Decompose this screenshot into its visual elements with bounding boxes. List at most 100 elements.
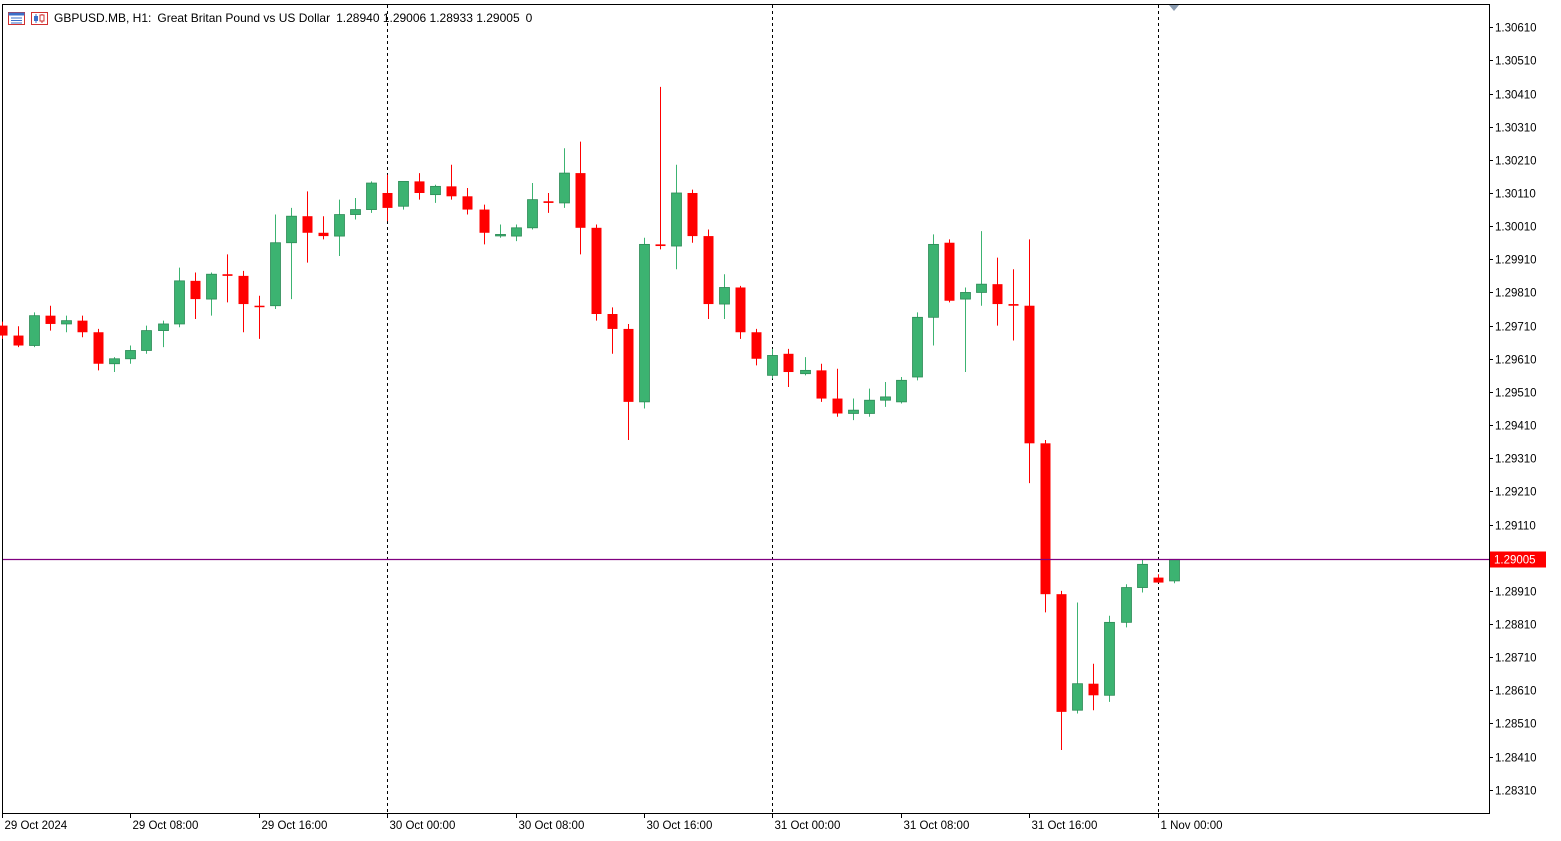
candle-body xyxy=(687,192,698,237)
candle-body xyxy=(350,209,361,215)
bear-candle xyxy=(238,270,249,333)
candle-body xyxy=(0,325,8,336)
bull-candle xyxy=(864,388,875,417)
bear-candle xyxy=(93,328,104,371)
bear-candle xyxy=(1024,239,1035,484)
candle-body xyxy=(543,201,554,203)
x-tick-label: 30 Oct 16:00 xyxy=(647,820,713,832)
y-tick-label: 1.30210 xyxy=(1495,156,1537,168)
candle-body xyxy=(158,323,169,331)
bear-candle xyxy=(543,192,554,213)
symbol-description: Great Britan Pound vs US Dollar xyxy=(157,11,331,25)
candle-body xyxy=(318,232,329,237)
x-tick-label: 31 Oct 00:00 xyxy=(775,820,841,832)
candle-body xyxy=(479,209,490,233)
y-tick-label: 1.28910 xyxy=(1495,587,1537,599)
bear-candle xyxy=(1153,574,1164,583)
bear-candle xyxy=(13,326,24,348)
y-tick-label: 1.29710 xyxy=(1495,322,1537,334)
y-tick-label: 1.29410 xyxy=(1495,421,1537,433)
bear-candle xyxy=(607,307,618,354)
candle-body xyxy=(1169,558,1180,582)
y-tick-label: 1.29810 xyxy=(1495,288,1537,300)
candle-body xyxy=(655,244,666,247)
candle-body xyxy=(446,186,457,197)
bull-candle xyxy=(848,398,859,421)
candle-body xyxy=(238,275,249,305)
candle-body xyxy=(751,332,762,359)
candle-body xyxy=(832,398,843,414)
candle-body xyxy=(800,369,811,375)
bear-candle xyxy=(944,239,955,303)
bear-candle xyxy=(992,257,1003,326)
candle-body xyxy=(93,332,104,364)
bear-candle xyxy=(479,204,490,245)
candle-body xyxy=(1008,304,1019,306)
x-tick-label: 30 Oct 00:00 xyxy=(390,820,456,832)
candle-body xyxy=(1104,621,1115,696)
bull-candle xyxy=(511,224,522,242)
bear-candle xyxy=(575,141,586,255)
bull-candle xyxy=(1104,615,1115,702)
y-tick-label: 1.28710 xyxy=(1495,653,1537,665)
bear-candle xyxy=(77,315,88,338)
bear-candle xyxy=(45,305,56,331)
bear-candle xyxy=(382,174,393,222)
candle-body xyxy=(286,215,297,244)
candle-body xyxy=(45,315,56,324)
candle-body xyxy=(992,284,1003,305)
candle-body xyxy=(848,409,859,414)
candle-body xyxy=(976,283,987,293)
candle-body xyxy=(767,355,778,376)
bull-candle xyxy=(960,287,971,373)
bull-candle xyxy=(719,274,730,319)
bull-candle xyxy=(286,207,297,300)
bull-candle xyxy=(350,197,361,220)
candle-body xyxy=(591,227,602,315)
x-tick-label: 29 Oct 08:00 xyxy=(133,820,199,832)
x-tick-label: 30 Oct 08:00 xyxy=(519,820,585,832)
bear-candle xyxy=(254,295,265,339)
candle-body xyxy=(864,399,875,414)
bull-candle xyxy=(430,184,441,203)
current-price-label: 1.29005 xyxy=(1494,555,1536,567)
candle-body xyxy=(495,234,506,237)
candle-body xyxy=(1024,305,1035,444)
bull-candle xyxy=(1137,559,1148,593)
bear-candle xyxy=(318,216,329,240)
ohlc-values: 1.28940 1.29006 1.28933 1.29005 xyxy=(336,11,520,25)
candle-body xyxy=(944,242,955,301)
bull-candle xyxy=(29,312,40,348)
bull-candle xyxy=(639,237,650,409)
y-tick-label: 1.28610 xyxy=(1495,686,1537,698)
bull-candle xyxy=(800,357,811,376)
candle-body xyxy=(270,242,281,307)
bear-candle xyxy=(816,363,827,402)
chart-header: GBPUSD.MB, H1: Great Britan Pound vs US … xyxy=(8,10,532,26)
bull-candle xyxy=(671,164,682,270)
candle-body xyxy=(1121,587,1132,623)
candle-body xyxy=(398,180,409,207)
bear-candle xyxy=(687,189,698,243)
y-tick-label: 1.30410 xyxy=(1495,90,1537,102)
y-tick-label: 1.28810 xyxy=(1495,620,1537,632)
bull-candle xyxy=(125,345,136,364)
bear-candle xyxy=(0,321,8,339)
candle-body xyxy=(575,173,586,228)
bear-candle xyxy=(783,348,794,387)
candle-body xyxy=(13,335,24,346)
candle-body xyxy=(190,280,201,300)
candle-body xyxy=(1056,594,1067,712)
y-tick-label: 1.29910 xyxy=(1495,255,1537,267)
bear-candle xyxy=(751,328,762,366)
bear-candle xyxy=(703,229,714,319)
chart-window-icon[interactable] xyxy=(8,11,25,25)
candle-body xyxy=(1072,683,1083,711)
candle-body xyxy=(141,330,152,351)
candle-body xyxy=(912,316,923,378)
candle-body xyxy=(29,315,40,346)
y-tick-label: 1.29310 xyxy=(1495,454,1537,466)
candlestick-icon[interactable] xyxy=(31,11,48,25)
